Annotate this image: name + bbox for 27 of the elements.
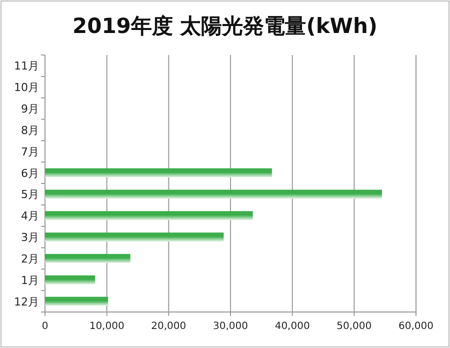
- x-tick-label: 40,000: [274, 321, 310, 332]
- y-tick-label: 6月: [21, 166, 39, 180]
- chart-title: 2019年度 太陽光発電量(kWh): [72, 14, 378, 38]
- y-tick-label: 7月: [21, 145, 39, 158]
- y-tick-label: 10月: [14, 81, 39, 94]
- bar: [45, 190, 382, 199]
- x-tick-label: 60,000: [398, 321, 434, 332]
- y-tick-label: 12月: [14, 295, 39, 308]
- bar: [45, 232, 224, 242]
- y-tick-label: 9月: [21, 102, 39, 116]
- x-tick-label: 0: [42, 321, 48, 332]
- y-tick-label: 1月: [21, 274, 39, 287]
- y-tick-label: 8月: [21, 124, 39, 137]
- bar: [45, 296, 108, 306]
- bar: [45, 254, 130, 263]
- x-tick-label: 30,000: [213, 321, 248, 332]
- x-tick-label: 20,000: [151, 321, 186, 332]
- bar: [45, 211, 253, 220]
- bar: [45, 168, 272, 178]
- bar: [45, 275, 96, 284]
- y-tick-label: 4月: [21, 210, 39, 223]
- x-tick-label: 10,000: [89, 321, 124, 332]
- y-tick-label: 2月: [21, 252, 39, 266]
- y-tick-label: 11月: [14, 60, 39, 73]
- y-tick-label: 3月: [21, 231, 39, 244]
- x-tick-label: 50,000: [336, 321, 372, 332]
- y-tick-label: 5月: [21, 188, 39, 202]
